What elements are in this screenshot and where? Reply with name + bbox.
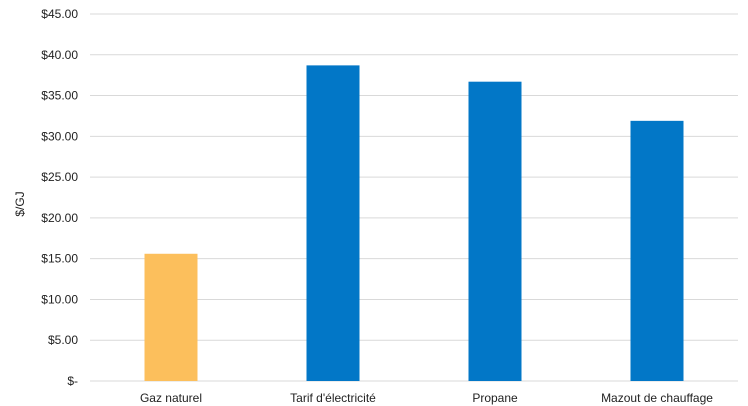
y-tick-label: $25.00 xyxy=(41,170,78,184)
x-category-label: Tarif d'électricité xyxy=(290,391,376,405)
bars xyxy=(144,65,684,382)
x-category-label: Propane xyxy=(472,391,518,405)
y-tick-label: $5.00 xyxy=(48,333,78,347)
x-category-label: Mazout de chauffage xyxy=(601,391,713,405)
gridlines xyxy=(90,13,738,382)
bar xyxy=(306,65,360,381)
y-tick-label: $30.00 xyxy=(41,129,78,143)
bar xyxy=(468,81,522,382)
y-tick-label: $35.00 xyxy=(41,89,78,103)
y-tick-label: $20.00 xyxy=(41,211,78,225)
y-tick-label: $40.00 xyxy=(41,48,78,62)
bar xyxy=(144,253,198,381)
x-axis-categories: Gaz naturel Tarif d'électricité Propane Maz… xyxy=(140,391,713,405)
y-axis-label: $/GJ xyxy=(13,191,27,216)
y-tick-label: $- xyxy=(67,374,78,388)
y-tick-label: $10.00 xyxy=(41,292,78,306)
y-axis-ticks: $- $5.00 $10.00 $15.00 $20.00 $25.00 $30.00 $35… xyxy=(41,7,78,388)
y-tick-label: $45.00 xyxy=(41,7,78,21)
x-category-label: Gaz naturel xyxy=(140,391,202,405)
bar xyxy=(630,120,684,382)
y-tick-label: $15.00 xyxy=(41,252,78,266)
